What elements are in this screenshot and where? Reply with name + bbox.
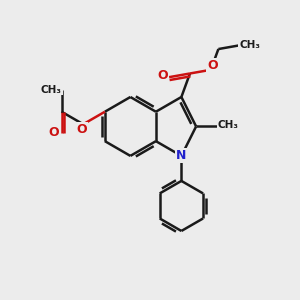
Text: O: O	[157, 69, 168, 82]
Text: CH₃: CH₃	[41, 85, 62, 94]
Text: O: O	[49, 126, 59, 140]
Text: CH₃: CH₃	[239, 40, 260, 50]
Text: O: O	[207, 59, 217, 72]
Text: O: O	[76, 123, 87, 136]
Text: N: N	[176, 149, 187, 162]
Text: CH₃: CH₃	[218, 120, 239, 130]
